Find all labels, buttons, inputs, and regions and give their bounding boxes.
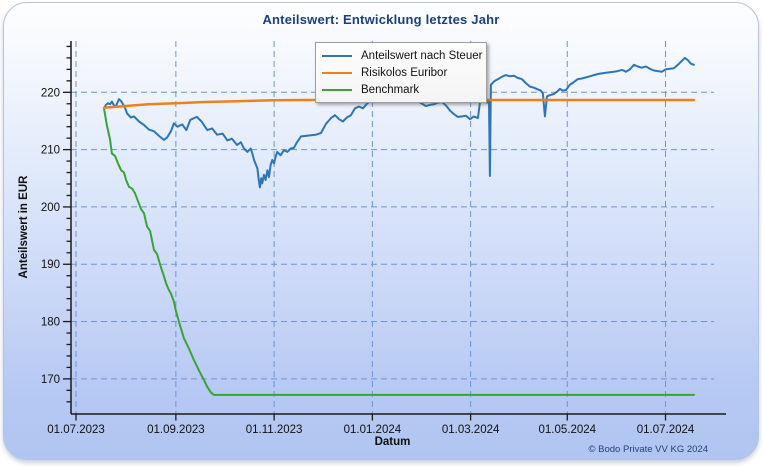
series-line-risikolos-euribor [102,98,696,110]
x-tick-label: 01.07.2024 [637,424,695,436]
x-tick-label: 01.09.2023 [147,424,205,436]
y-tick-label: 190 [41,259,60,271]
x-tick-label: 01.07.2023 [47,424,105,436]
x-tick-label: 01.05.2024 [538,424,596,436]
legend-line-sample [322,71,352,74]
y-tick-label: 170 [41,374,60,386]
legend-label: Anteilswert nach Steuer [361,49,483,62]
legend-label: Benchmark [361,83,420,96]
y-tick-label: 210 [41,145,60,157]
x-tick-label: 01.03.2024 [442,424,500,436]
series-line-benchmark [103,107,695,396]
legend-line-sample [322,88,352,91]
legend-line-sample [322,54,352,57]
legend-row: Risikolos Euribor [322,64,480,81]
x-tick-label: 01.11.2023 [246,424,303,436]
legend-label: Risikolos Euribor [361,66,448,79]
legend-row: Anteilswert nach Steuer [322,47,483,64]
copyright-text: © Bodo Private VV KG 2024 [588,444,708,455]
y-tick-label: 220 [41,87,60,99]
legend-row: Benchmark [322,81,480,98]
legend: Anteilswert nach Steuer Risikolos Euribor… [315,42,487,103]
chart-card: Anteilswert: Entwicklung letztes Jahr 17… [3,2,759,460]
y-tick-label: 180 [41,317,60,329]
x-axis-label: Datum [374,436,411,448]
x-tick-label: 01.01.2024 [344,424,402,436]
y-axis-label: Anteilswert in EUR [18,175,30,279]
y-tick-label: 200 [41,202,60,214]
page-title: Anteilswert: Entwicklung letztes Jahr [262,12,500,27]
